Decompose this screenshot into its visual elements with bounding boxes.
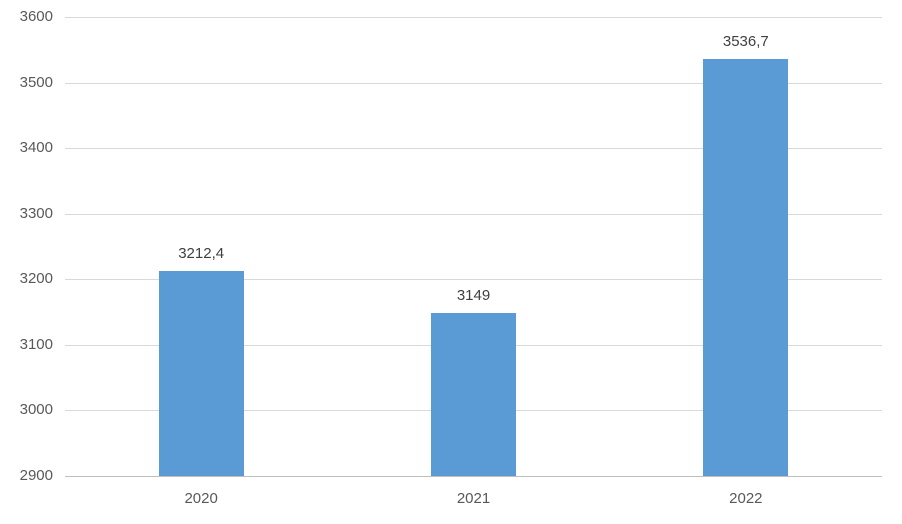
bar-2022: [703, 58, 789, 476]
bar-2021: [431, 312, 516, 476]
gridline: [65, 148, 882, 150]
y-axis-tick-label: 3200: [19, 270, 53, 288]
bar-value-label: 3536,7: [722, 32, 769, 50]
gridline: [65, 279, 882, 281]
y-axis-tick-label: 2900: [19, 467, 53, 484]
bar-value-label: 3149: [456, 286, 491, 304]
x-axis-tick-label: 2020: [184, 490, 218, 507]
gridline: [65, 213, 882, 215]
y-axis-tick-label: 3600: [19, 8, 53, 25]
x-axis-line: [65, 476, 882, 477]
y-axis-tick-label: 3400: [19, 139, 53, 157]
y-axis-tick-label: 3100: [19, 335, 53, 353]
gridline: [65, 17, 882, 18]
y-axis-tick-label: 3000: [19, 401, 53, 419]
y-axis-tick-label: 3300: [19, 204, 53, 222]
gridline: [65, 82, 882, 84]
y-axis-tick-label: 3500: [19, 73, 53, 91]
bar-2020: [158, 271, 244, 476]
x-axis-tick-label: 2022: [729, 490, 763, 507]
x-axis-tick-label: 2021: [456, 490, 491, 507]
bar-value-label: 3212,4: [178, 245, 225, 263]
